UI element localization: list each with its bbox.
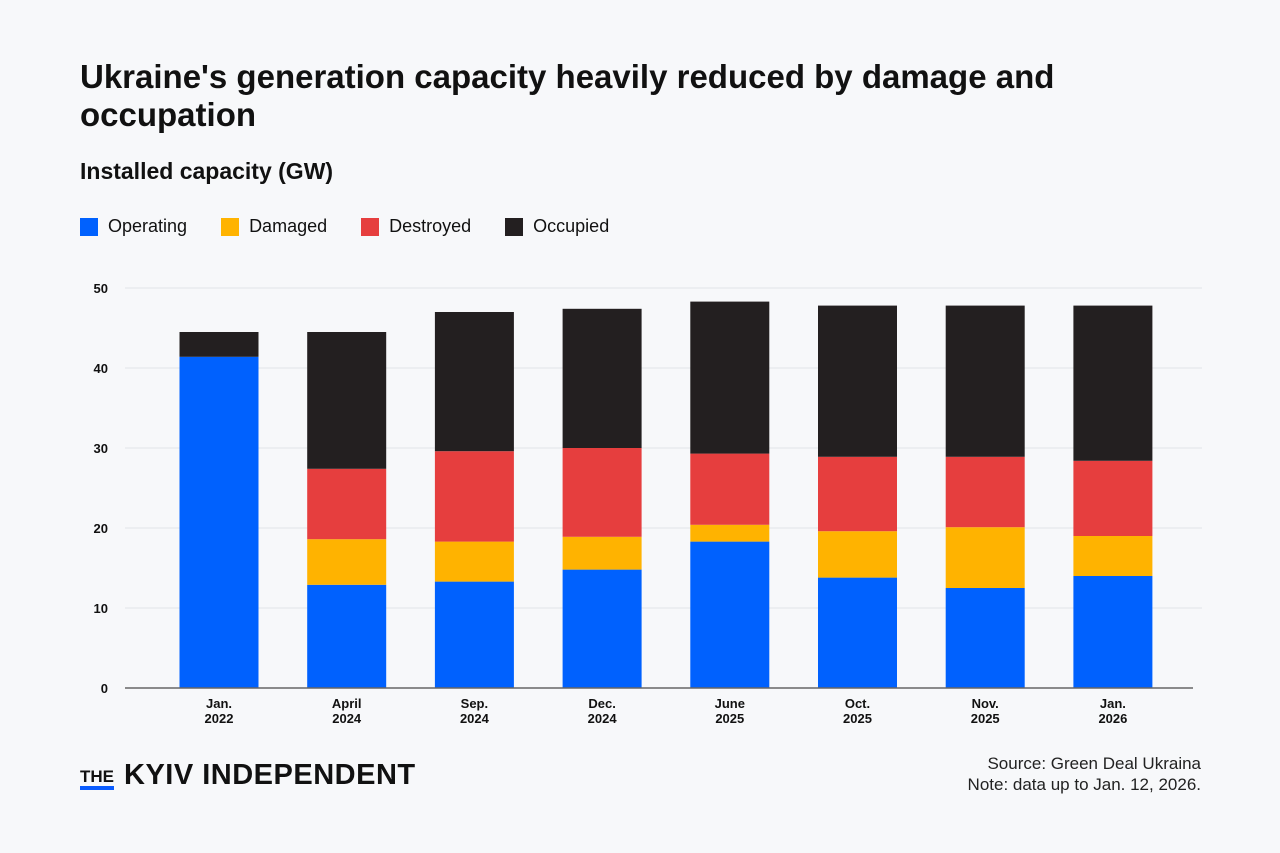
legend-label: Damaged <box>249 216 328 236</box>
y-tick-label: 30 <box>94 441 108 456</box>
bar-segment-operating <box>562 569 642 688</box>
x-tick-label: Oct. <box>845 696 870 711</box>
bar-segment-occupied <box>179 332 259 357</box>
y-tick-label: 20 <box>94 521 108 536</box>
logo-name: KYIV INDEPENDENT <box>124 759 416 791</box>
x-tick-label: 2025 <box>971 711 1000 726</box>
bar-segment-damaged <box>690 524 770 542</box>
x-tick-label: 2024 <box>332 711 362 726</box>
bar-segment-operating <box>307 584 387 688</box>
bar-segment-damaged <box>562 536 642 570</box>
bar-segment-operating <box>434 581 514 688</box>
bar-segment-destroyed <box>434 451 514 542</box>
chart-subtitle: Installed capacity (GW) <box>80 158 334 184</box>
legend-label: Operating <box>108 216 188 236</box>
legend-swatch <box>505 217 524 236</box>
bar-segment-destroyed <box>945 456 1025 528</box>
bar-segment-occupied <box>307 332 387 469</box>
bar-segment-destroyed <box>1073 460 1153 536</box>
x-tick-label: Jan. <box>206 696 232 711</box>
legend-swatch <box>80 217 98 236</box>
x-tick-label: Sep. <box>461 696 488 711</box>
note-text: Note: data up to Jan. 12, 2026. <box>967 775 1201 794</box>
x-tick-label: April <box>332 696 362 711</box>
legend-swatch <box>361 217 380 236</box>
bar-segment-occupied <box>434 312 514 452</box>
bar-segment-damaged <box>945 527 1025 588</box>
legend-item-destroyed: Destroyed <box>361 216 471 237</box>
legend-label: Occupied <box>533 216 610 236</box>
y-tick-label: 10 <box>94 601 108 616</box>
x-tick-label: 2025 <box>843 711 872 726</box>
legend-swatch <box>221 217 240 236</box>
legend-item-damaged: Damaged <box>221 216 327 237</box>
bar-segment-operating <box>179 356 259 688</box>
bar-segment-destroyed <box>307 468 387 540</box>
logo-the: THE <box>80 768 114 790</box>
x-tick-label: 2024 <box>588 711 618 726</box>
x-tick-label: Dec. <box>588 696 615 711</box>
x-tick-label: 2022 <box>205 711 234 726</box>
x-tick-label: 2025 <box>715 711 744 726</box>
bar-segment-occupied <box>945 305 1025 457</box>
legend: Operating Damaged Destroyed Occupied <box>80 216 643 237</box>
bar-segment-operating <box>690 541 770 688</box>
bar-segment-damaged <box>307 539 387 585</box>
bar-segment-occupied <box>562 308 642 448</box>
y-tick-label: 40 <box>94 361 108 376</box>
legend-label: Destroyed <box>389 216 472 236</box>
bar-segment-occupied <box>1073 305 1153 461</box>
bar-segment-operating <box>1073 576 1153 688</box>
legend-item-occupied: Occupied <box>505 216 609 237</box>
bar-segment-damaged <box>818 531 897 578</box>
y-tick-label: 50 <box>94 281 108 296</box>
x-tick-label: June <box>715 696 745 711</box>
bar-segment-operating <box>818 577 897 688</box>
chart-title: Ukraine's generation capacity heavily re… <box>80 58 1055 133</box>
x-tick-label: 2026 <box>1098 711 1127 726</box>
bar-segment-damaged <box>434 541 514 582</box>
legend-item-operating: Operating <box>80 216 187 237</box>
bar-segment-destroyed <box>562 448 642 537</box>
y-tick-label: 0 <box>101 681 108 696</box>
bar-segment-occupied <box>818 305 897 457</box>
bar-segment-damaged <box>1073 536 1153 576</box>
kyiv-independent-logo: THE KYIV INDEPENDENT <box>80 760 416 790</box>
bar-segment-destroyed <box>690 453 770 525</box>
x-tick-label: 2024 <box>460 711 490 726</box>
x-tick-label: Jan. <box>1100 696 1126 711</box>
bar-segment-occupied <box>690 301 770 454</box>
bar-segment-operating <box>945 588 1025 688</box>
x-tick-label: Nov. <box>972 696 999 711</box>
source-text: Source: Green Deal Ukraina <box>987 754 1201 773</box>
bar-segment-destroyed <box>818 456 897 532</box>
source-note: Source: Green Deal Ukraina Note: data up… <box>968 753 1201 795</box>
